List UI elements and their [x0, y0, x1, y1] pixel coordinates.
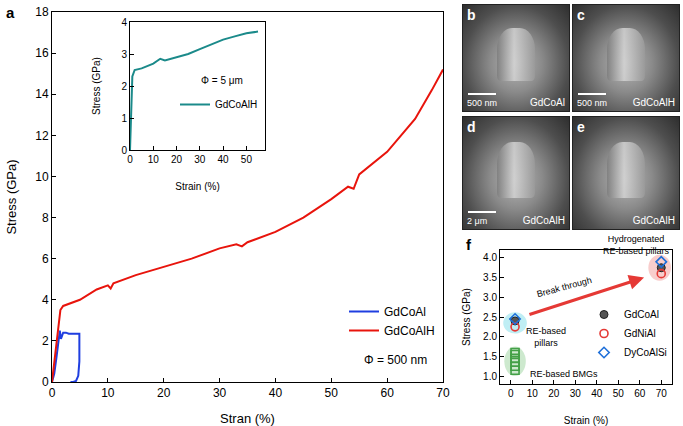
svg-text:2: 2 — [121, 81, 127, 92]
svg-text:70: 70 — [436, 386, 450, 400]
svg-text:50: 50 — [325, 386, 339, 400]
svg-text:12: 12 — [35, 129, 49, 143]
svg-text:0: 0 — [508, 388, 514, 399]
svg-text:HydrogenatedRE-based pillars: HydrogenatedRE-based pillars — [603, 234, 670, 256]
html-text:2 μm: 2 μm — [467, 216, 488, 226]
svg-text:10: 10 — [527, 388, 539, 399]
svg-text:Strain (%): Strain (%) — [564, 415, 608, 426]
html-text:GdCoAl: GdCoAl — [530, 97, 565, 108]
html-text:GdCoAlH: GdCoAlH — [522, 215, 565, 226]
svg-text:Strain (%): Strain (%) — [175, 181, 219, 192]
svg-text:Break through: Break through — [536, 275, 593, 299]
svg-text:0: 0 — [127, 154, 133, 165]
svg-text:6: 6 — [42, 252, 49, 266]
svg-text:30: 30 — [194, 154, 206, 165]
svg-text:3.0: 3.0 — [483, 292, 497, 303]
svg-text:10: 10 — [35, 170, 49, 184]
svg-text:50: 50 — [241, 154, 253, 165]
svg-text:4: 4 — [42, 293, 49, 307]
html-text:GdCoAlH: GdCoAlH — [632, 97, 675, 108]
svg-text:20: 20 — [157, 386, 171, 400]
svg-text:4: 4 — [121, 17, 127, 28]
svg-text:1.0: 1.0 — [483, 371, 497, 382]
svg-text:20: 20 — [171, 154, 183, 165]
svg-text:60: 60 — [634, 388, 646, 399]
svg-text:60: 60 — [380, 386, 394, 400]
svg-text:70: 70 — [656, 388, 668, 399]
svg-text:0: 0 — [121, 145, 127, 156]
svg-text:40: 40 — [591, 388, 603, 399]
svg-text:16: 16 — [35, 46, 49, 60]
html-text:GdCoAlH: GdCoAlH — [632, 215, 675, 226]
svg-text:20: 20 — [548, 388, 560, 399]
html-text:500 nm: 500 nm — [467, 98, 497, 108]
svg-text:2.0: 2.0 — [483, 331, 497, 342]
svg-text:GdCoAlH: GdCoAlH — [215, 99, 257, 110]
svg-text:GdCoAlH: GdCoAlH — [384, 324, 435, 338]
svg-text:4.0: 4.0 — [483, 252, 497, 263]
svg-text:DyCoAlSi: DyCoAlSi — [624, 347, 667, 358]
svg-text:GdNiAl: GdNiAl — [624, 328, 656, 339]
svg-text:Φ = 5 μm: Φ = 5 μm — [201, 75, 243, 86]
svg-text:Stran (%): Stran (%) — [220, 411, 275, 426]
svg-text:0: 0 — [49, 386, 56, 400]
svg-text:RE-basedpillars: RE-basedpillars — [526, 326, 566, 348]
svg-text:10: 10 — [101, 386, 115, 400]
svg-text:2: 2 — [42, 334, 49, 348]
html-text:c: c — [577, 7, 585, 23]
svg-text:14: 14 — [35, 87, 49, 101]
svg-text:f: f — [466, 236, 472, 253]
svg-text:GdCoAl: GdCoAl — [384, 305, 426, 319]
svg-text:1: 1 — [121, 113, 127, 124]
svg-text:GdCoAl: GdCoAl — [624, 309, 659, 320]
html-text:500 nm: 500 nm — [577, 98, 607, 108]
svg-text:8: 8 — [42, 211, 49, 225]
html-text:e: e — [577, 119, 585, 135]
svg-text:2.5: 2.5 — [483, 312, 497, 323]
svg-text:18: 18 — [35, 5, 49, 19]
svg-text:30: 30 — [570, 388, 582, 399]
svg-text:50: 50 — [613, 388, 625, 399]
svg-text:40: 40 — [269, 386, 283, 400]
svg-text:a: a — [6, 4, 15, 21]
svg-text:10: 10 — [148, 154, 160, 165]
html-text:d: d — [467, 119, 476, 135]
svg-text:0: 0 — [42, 375, 49, 389]
svg-text:RE-based BMGs: RE-based BMGs — [530, 369, 598, 379]
svg-text:Stress (GPa): Stress (GPa) — [4, 159, 19, 234]
svg-text:1.5: 1.5 — [483, 351, 497, 362]
svg-text:3.5: 3.5 — [483, 272, 497, 283]
svg-text:40: 40 — [218, 154, 230, 165]
svg-text:Φ = 500 nm: Φ = 500 nm — [364, 353, 427, 367]
svg-text:3: 3 — [121, 49, 127, 60]
svg-text:30: 30 — [213, 386, 227, 400]
html-text:b: b — [467, 7, 476, 23]
svg-text:Stress (GPa): Stress (GPa) — [461, 288, 472, 346]
svg-text:Stress (GPa): Stress (GPa) — [91, 57, 102, 115]
